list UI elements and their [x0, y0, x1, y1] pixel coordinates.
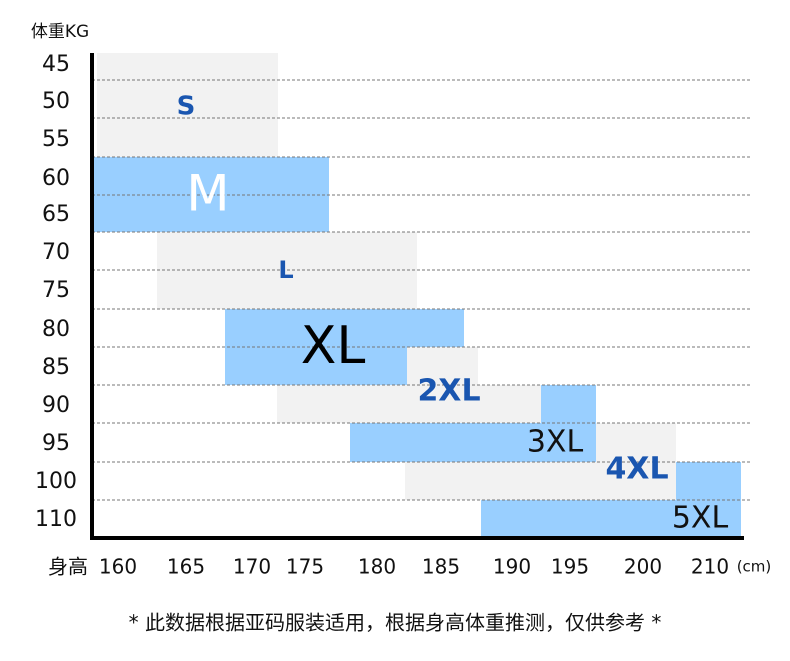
y-axis-title: 体重KG [31, 22, 89, 42]
size-label: 3XL [527, 425, 584, 460]
y-tick-label: 45 [42, 52, 70, 77]
size-label: XL [301, 316, 366, 376]
y-tick-label: 65 [42, 202, 70, 227]
x-tick-label: 175 [286, 555, 324, 579]
size-block [277, 385, 541, 423]
size-block [596, 423, 676, 462]
size-block [676, 462, 741, 500]
size-block [407, 347, 478, 385]
y-tick-label: 75 [42, 278, 70, 303]
y-tick-label: 70 [42, 240, 70, 265]
y-tick-label: 95 [42, 431, 70, 456]
x-tick-label: 210 [691, 555, 729, 579]
y-tick-label: 50 [42, 89, 70, 114]
footnote: * 此数据根据亚码服装适用，根据身高体重推测，仅供参考 * [129, 611, 662, 635]
size-block [481, 500, 741, 538]
size-block [97, 53, 278, 157]
x-tick-label: 180 [358, 555, 396, 579]
size-block [405, 462, 676, 500]
size-label: 2XL [417, 374, 480, 409]
x-tick-label: 190 [493, 555, 531, 579]
y-tick-label: 85 [42, 355, 70, 380]
y-tick-label: 55 [42, 127, 70, 152]
y-tick-label: 90 [42, 393, 70, 418]
size-label: L [278, 256, 293, 284]
y-tick-label: 110 [35, 507, 77, 532]
size-block [541, 385, 596, 423]
x-tick-label: 165 [167, 555, 205, 579]
x-axis-title: 身高 [48, 555, 88, 579]
size-block [350, 423, 596, 462]
x-tick-label: 195 [551, 555, 589, 579]
size-label: S [177, 92, 196, 122]
x-axis-unit: (cm) [737, 558, 772, 576]
x-tick-label: 200 [624, 555, 662, 579]
y-tick-label: 100 [35, 469, 77, 494]
x-tick-label: 160 [99, 555, 137, 579]
x-tick-label: 185 [422, 555, 460, 579]
y-tick-label: 80 [42, 317, 70, 342]
y-tick-label: 60 [42, 166, 70, 191]
size-label: 4XL [605, 452, 668, 487]
x-tick-label: 170 [233, 555, 271, 579]
size-label: 5XL [672, 501, 729, 536]
size-label: M [186, 165, 229, 223]
labels: 45 50 55 60 65 70 75 80 85 90 95 100 110 160 165 170 175… [35, 52, 729, 579]
